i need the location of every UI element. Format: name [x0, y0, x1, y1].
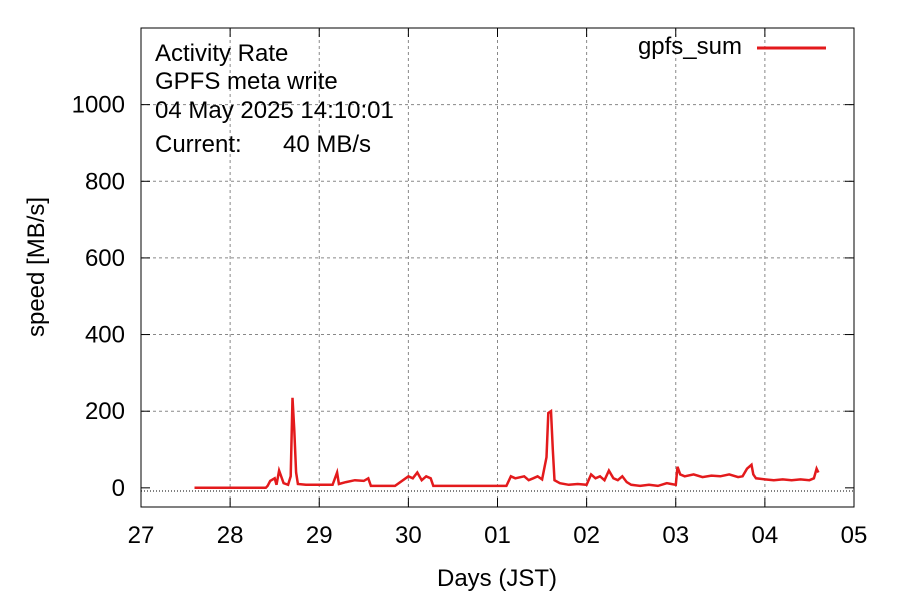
y-axis-label: speed [MB/s] — [23, 197, 50, 337]
x-tick-label: 05 — [841, 522, 868, 549]
chart-title-line-3: 04 May 2025 14:10:01 — [155, 97, 394, 124]
x-axis-label: Days (JST) — [437, 565, 557, 592]
current-value: 40 MB/s — [283, 131, 371, 158]
x-tick-label: 01 — [484, 522, 511, 549]
y-tick-label: 200 — [85, 398, 125, 425]
x-tick-label: 02 — [573, 522, 600, 549]
x-tick-label: 29 — [306, 522, 333, 549]
series-line-gpfs-sum — [194, 397, 820, 490]
legend-label: gpfs_sum — [638, 33, 742, 60]
y-tick-label: 600 — [85, 245, 125, 272]
chart-title-line-2: GPFS meta write — [155, 68, 338, 95]
x-tick-label: 03 — [662, 522, 689, 549]
current-label: Current: — [155, 131, 242, 158]
y-tick-label: 800 — [85, 168, 125, 195]
x-tick-label: 28 — [217, 522, 244, 549]
grid-lines — [141, 28, 854, 507]
y-tick-label: 0 — [112, 475, 125, 502]
y-tick-label: 1000 — [72, 92, 125, 119]
y-tick-label: 400 — [85, 322, 125, 349]
x-tick-label: 27 — [128, 522, 155, 549]
x-tick-label: 30 — [395, 522, 422, 549]
axis-ticks: 0 200 400 600 800 1000 27 28 29 30 01 02 03 04 05 — [72, 28, 868, 549]
chart-title-line-1: Activity Rate — [155, 40, 288, 67]
x-tick-label: 04 — [752, 522, 779, 549]
